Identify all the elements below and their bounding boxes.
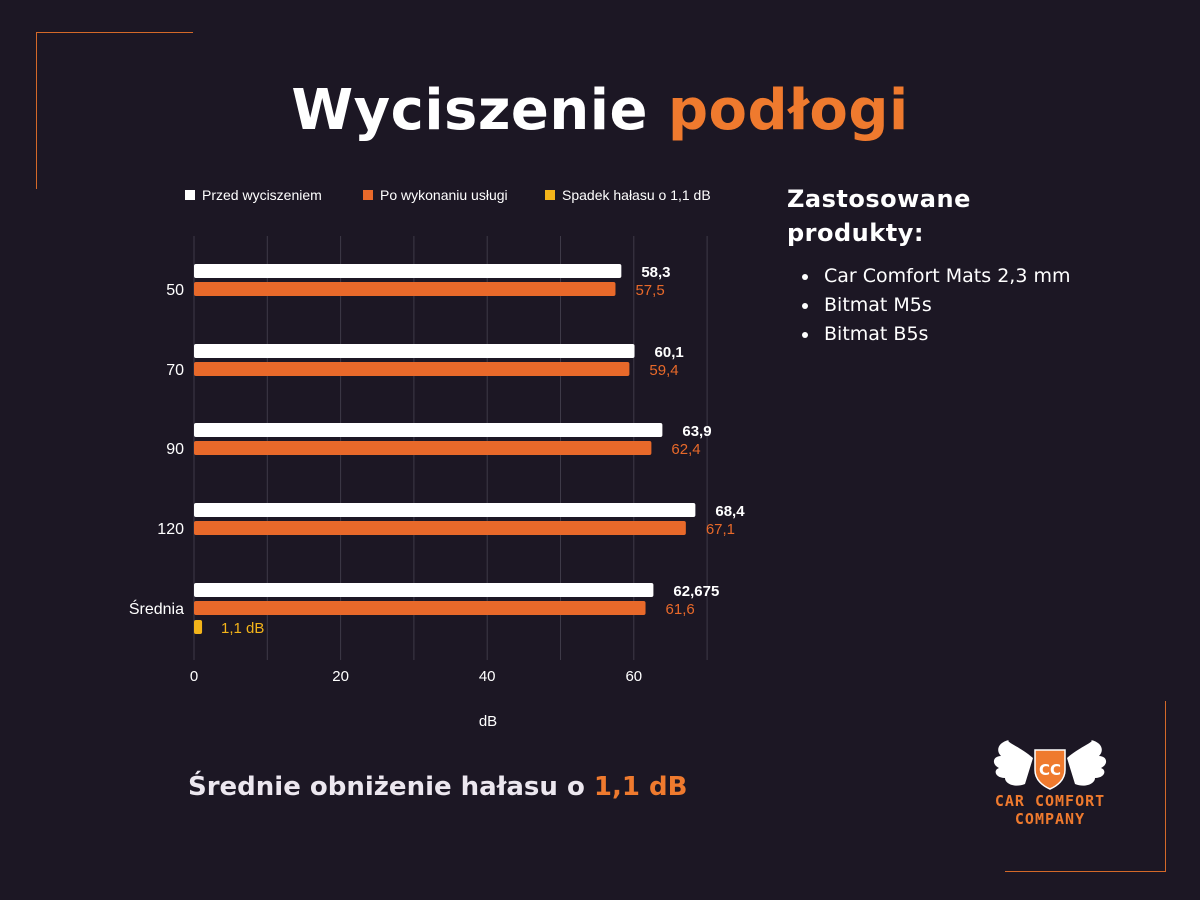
products-heading-line1: Zastosowane bbox=[787, 185, 971, 213]
bar bbox=[194, 583, 654, 597]
products-heading: Zastosowane produkty: bbox=[787, 182, 1087, 250]
x-tick-label: 20 bbox=[332, 668, 349, 685]
x-tick-label: 40 bbox=[479, 668, 496, 685]
bar bbox=[194, 441, 652, 455]
logo-wordmark: CAR COMFORT COMPANY bbox=[960, 792, 1140, 828]
logo-line1: CAR COMFORT bbox=[994, 792, 1106, 810]
company-logo: CC bbox=[993, 740, 1107, 790]
data-label: 68,4 bbox=[715, 503, 745, 520]
legend-swatch bbox=[363, 190, 373, 200]
bar bbox=[194, 282, 616, 296]
data-label: 59,4 bbox=[649, 362, 678, 379]
data-label: 63,9 bbox=[682, 423, 711, 440]
summary-text: Średnie obniżenie hałasu o 1,1 dB bbox=[188, 772, 687, 802]
category-label: 50 bbox=[166, 282, 184, 299]
bar bbox=[194, 423, 663, 437]
category-label: 90 bbox=[166, 441, 184, 458]
bar bbox=[194, 344, 635, 358]
legend-label: Po wykonaniu usługi bbox=[380, 187, 508, 203]
category-label: Średnia bbox=[129, 599, 184, 618]
chart-bars bbox=[194, 264, 696, 634]
data-label: 62,4 bbox=[671, 441, 700, 458]
bar bbox=[194, 521, 686, 535]
product-item: Car Comfort Mats 2,3 mm bbox=[800, 262, 1070, 291]
summary-prefix: Średnie obniżenie hałasu o bbox=[188, 772, 594, 802]
x-tick-label: 60 bbox=[625, 668, 642, 685]
product-item: Bitmat M5s bbox=[800, 291, 1070, 320]
bar-chart: Przed wyciszeniem Po wykonaniu usługi Spad… bbox=[129, 187, 745, 730]
bar bbox=[194, 264, 622, 278]
products-heading-line2: produkty: bbox=[787, 219, 924, 247]
shield-icon bbox=[1034, 749, 1066, 790]
legend-swatch bbox=[545, 190, 555, 200]
products-list: Car Comfort Mats 2,3 mm Bitmat M5s Bitma… bbox=[800, 262, 1070, 349]
summary-value: 1,1 dB bbox=[593, 772, 688, 802]
category-label: 70 bbox=[166, 362, 184, 379]
x-tick-label: 0 bbox=[190, 668, 198, 685]
data-label: 62,675 bbox=[673, 583, 719, 600]
legend-swatch bbox=[185, 190, 195, 200]
x-axis-label: dB bbox=[479, 713, 497, 730]
data-label: 61,6 bbox=[666, 601, 695, 618]
bar bbox=[194, 620, 203, 634]
data-label: 1,1 dB bbox=[221, 620, 264, 637]
data-label: 67,1 bbox=[706, 521, 735, 538]
page-title: Wyciszenie podłogi bbox=[0, 78, 1200, 143]
data-label: 58,3 bbox=[641, 264, 670, 281]
category-labels: 50 70 90 120 Średnia bbox=[129, 282, 184, 618]
title-part-accent: podłogi bbox=[667, 78, 909, 143]
bar bbox=[194, 362, 630, 376]
wings-icon bbox=[993, 740, 1107, 786]
product-item: Bitmat B5s bbox=[800, 320, 1070, 349]
x-axis-ticks: 0 20 40 60 bbox=[190, 668, 642, 685]
title-part-white: Wyciszenie bbox=[291, 78, 648, 143]
corner-frame-bottom-right bbox=[1005, 701, 1166, 872]
bar bbox=[194, 503, 696, 517]
data-label: 60,1 bbox=[655, 344, 684, 361]
corner-frame-top-left bbox=[36, 32, 193, 189]
legend-label: Przed wyciszeniem bbox=[202, 187, 322, 203]
chart-legend: Przed wyciszeniem Po wykonaniu usługi Spad… bbox=[185, 187, 711, 203]
bar bbox=[194, 601, 646, 615]
logo-line2: COMPANY bbox=[1014, 810, 1086, 828]
legend-label: Spadek hałasu o 1,1 dB bbox=[562, 187, 711, 203]
data-labels: 58,3 60,1 63,9 68,4 62,675 57,5 59,4 62,4 67,1 61… bbox=[221, 264, 745, 637]
logo-monogram: CC bbox=[1039, 761, 1061, 779]
category-label: 120 bbox=[157, 521, 184, 538]
data-label: 57,5 bbox=[635, 282, 664, 299]
